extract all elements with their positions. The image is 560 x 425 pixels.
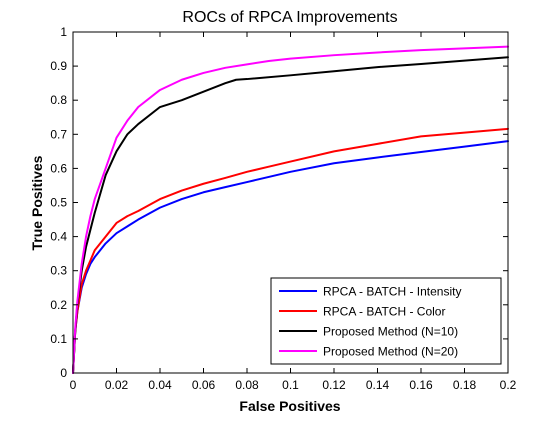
legend-label-2: RPCA - BATCH - Color — [323, 305, 445, 319]
x-tick-label: 0.2 — [500, 378, 517, 392]
x-tick-label: 0.12 — [322, 378, 346, 392]
x-tick-label: 0.06 — [192, 378, 216, 392]
series-line-2 — [72, 127, 509, 374]
x-tick-label: 0 — [70, 378, 77, 392]
legend-label-1: RPCA - BATCH - Intensity — [323, 285, 461, 299]
legend-label-4: Proposed Method (N=20) — [323, 345, 458, 359]
legend-box — [270, 277, 502, 365]
y-tick-label: 0.5 — [50, 196, 67, 210]
series-layer — [72, 45, 509, 374]
legend-label-3: Proposed Method (N=10) — [323, 325, 458, 339]
y-axis-label: True Positives — [29, 155, 45, 250]
y-tick-label: 0.6 — [50, 161, 67, 175]
series-line-4 — [72, 45, 509, 374]
x-tick-label: 0.02 — [105, 378, 129, 392]
x-tick-label: 0.04 — [148, 378, 172, 392]
series-line-1 — [72, 140, 509, 374]
y-tick-label: 0.9 — [50, 59, 67, 73]
x-axis-label: False Positives — [239, 398, 340, 414]
x-tick-label: 0.16 — [409, 378, 433, 392]
legend: RPCA - BATCH - Intensity RPCA - BATCH - C… — [270, 277, 502, 365]
x-tick-label: 0.14 — [366, 378, 390, 392]
y-tick-label: 0.7 — [50, 127, 67, 141]
chart-title: ROCs of RPCA Improvements — [182, 9, 397, 26]
y-tick-label: 0.2 — [50, 298, 67, 312]
series-line-3 — [72, 56, 509, 374]
legend-entries: RPCA - BATCH - Intensity RPCA - BATCH - C… — [279, 285, 461, 359]
y-tick-label: 1 — [60, 25, 67, 39]
y-tick-label: 0.8 — [50, 93, 67, 107]
y-tick-label: 0.1 — [50, 332, 67, 346]
tick-layer: 0 0.02 0.04 0.06 0.08 0.1 0.12 0.14 0.16 0.18 0.2 0… — [50, 25, 516, 392]
x-tick-label: 0.1 — [282, 378, 299, 392]
y-tick-label: 0.3 — [50, 264, 67, 278]
x-tick-label: 0.18 — [453, 378, 477, 392]
y-tick-label: 0.4 — [50, 230, 67, 244]
x-tick-label: 0.08 — [235, 378, 259, 392]
y-tick-label: 0 — [60, 366, 67, 380]
